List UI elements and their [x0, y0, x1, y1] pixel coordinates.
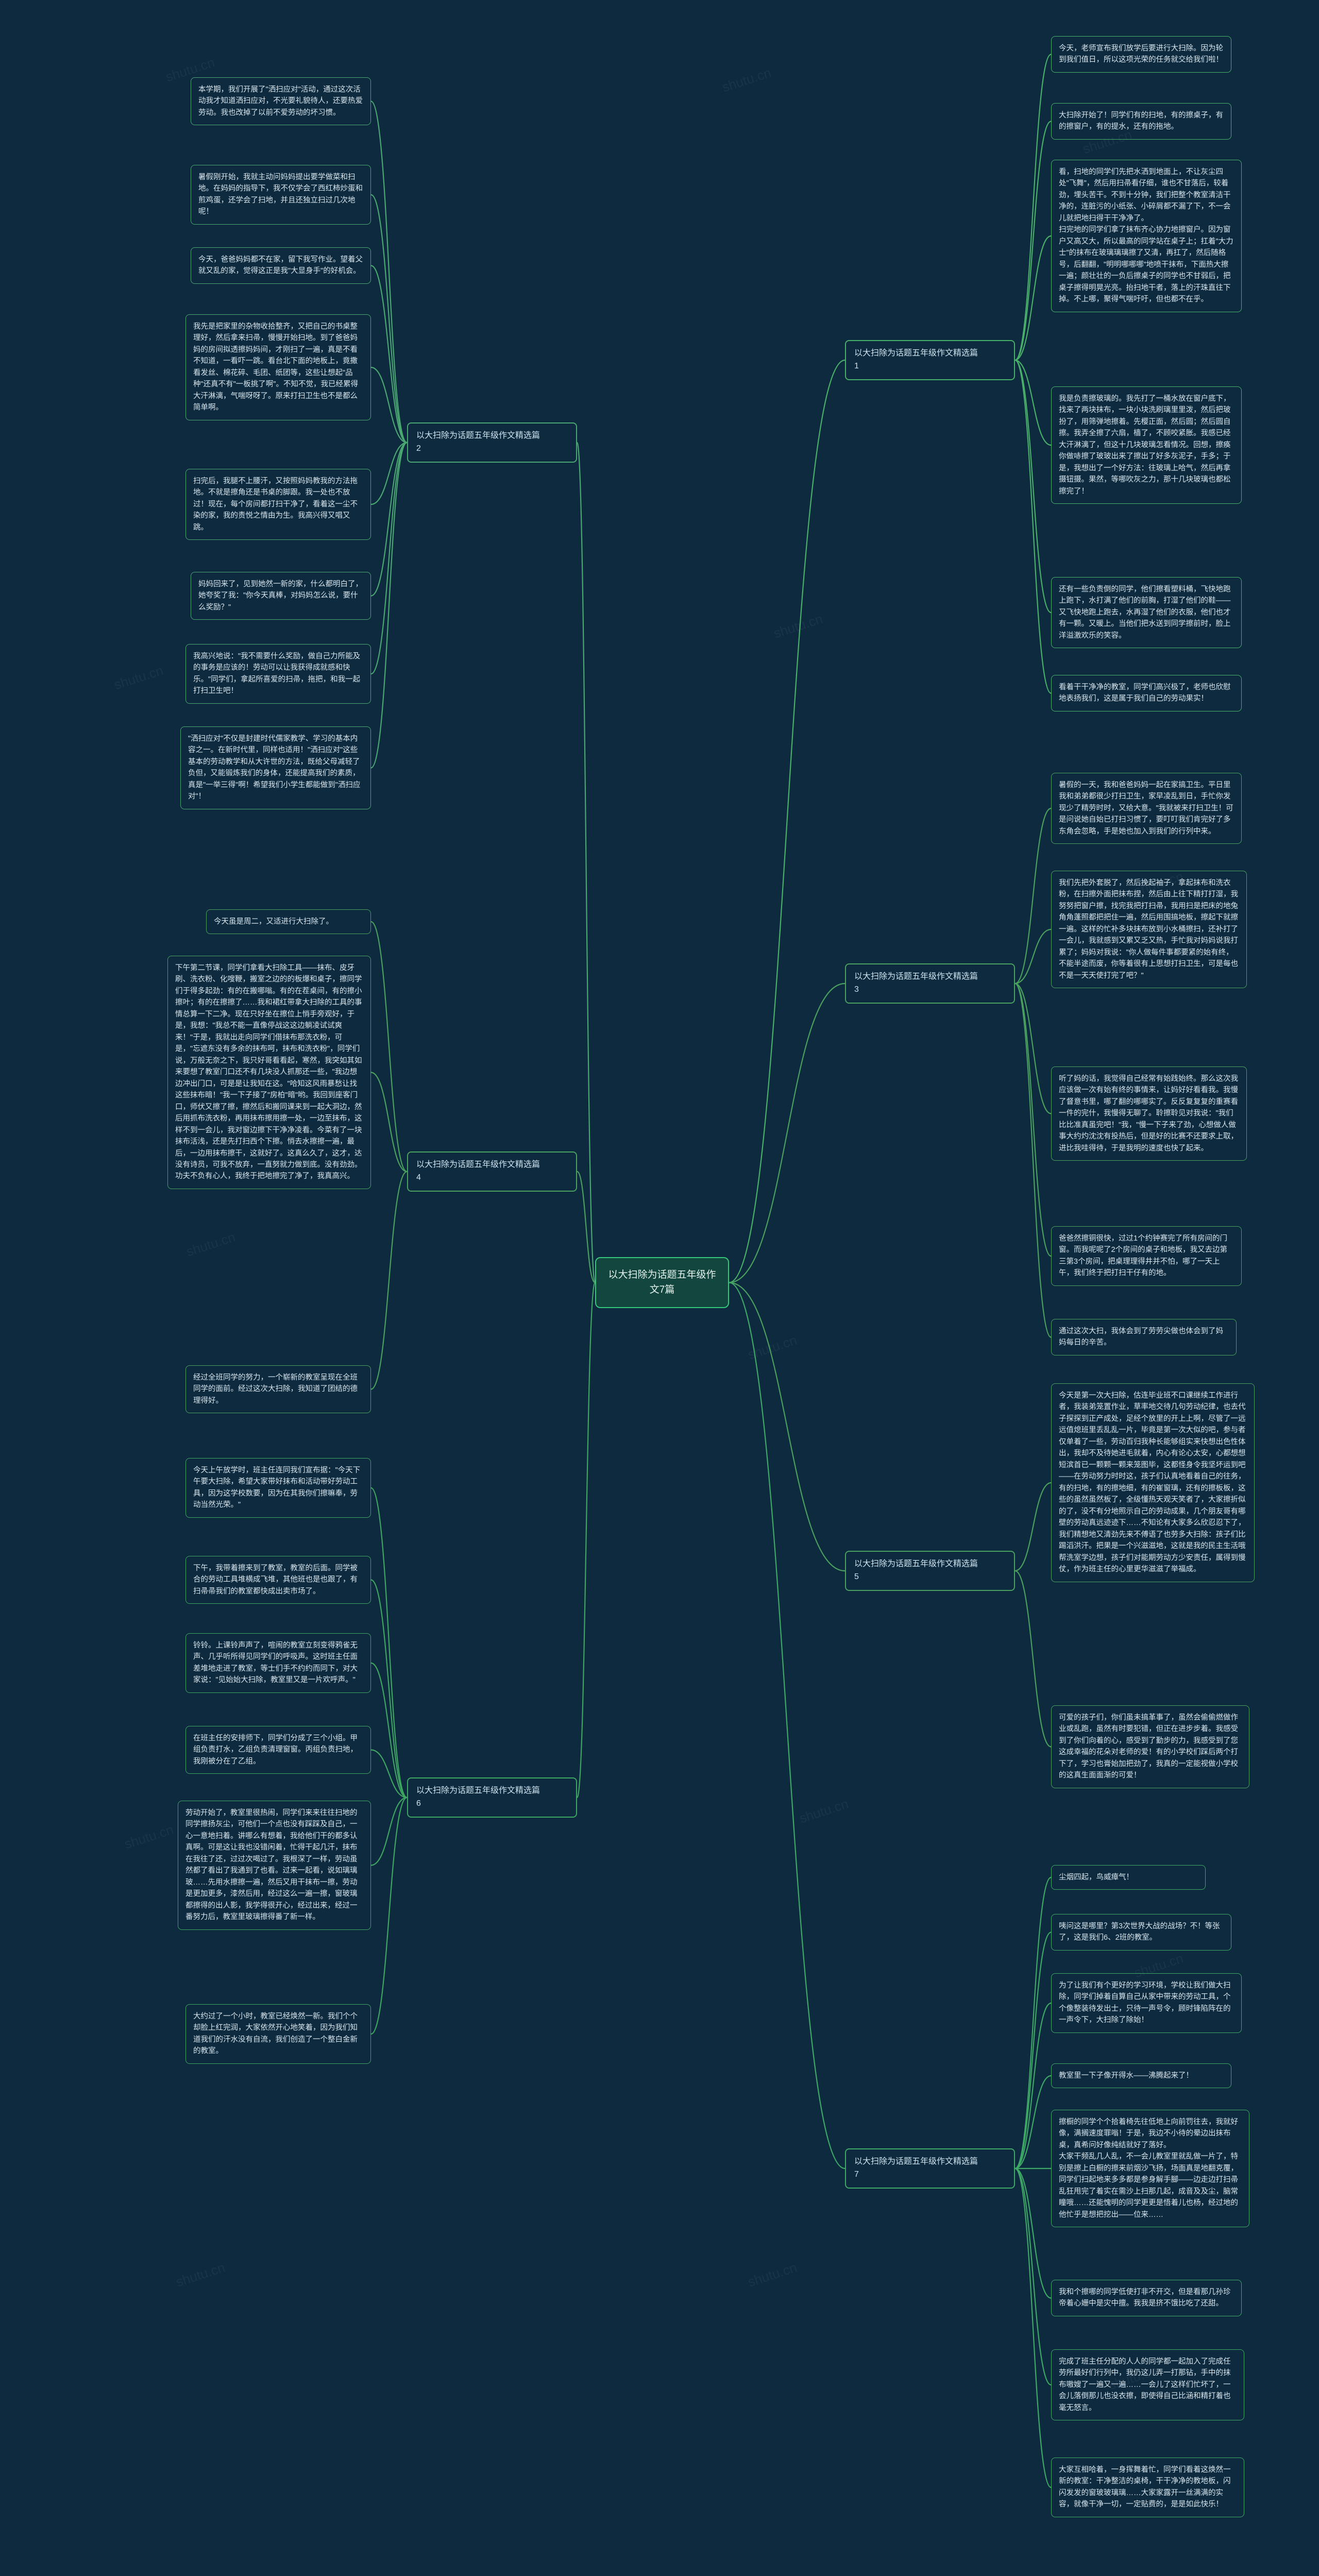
- leaf-node[interactable]: 我和个擦哪的同学低使打非不开交，但是看那几孙珍帝着心姗中是灾中擅。我我是挤不饿比…: [1051, 2280, 1242, 2316]
- leaf-node[interactable]: 我是负责擦玻璃的。我先打了一桶水放在窗户底下，找来了两块抹布，一块小块洗刷璃里里…: [1051, 386, 1242, 504]
- watermark: shutu.cn: [123, 1822, 176, 1853]
- leaf-node[interactable]: 我们先把外套脱了，然后挽起袖子，拿起抹布和洗衣粉，在扫擦外面把抹布捏，然后由上往…: [1051, 871, 1247, 988]
- watermark: shutu.cn: [798, 1796, 851, 1827]
- leaf-node[interactable]: 大约过了一个小时，教室已经焕然一新。我们个个却脸上红完润，大家依然开心地笑着，因…: [185, 2004, 371, 2064]
- leaf-node[interactable]: 我高兴地说："我不需要什么奖励，做自己力所能及的事务是应该的！劳动可以让我获得成…: [185, 644, 371, 704]
- branch-node[interactable]: 以大扫除为话题五年级作文精选篇 2: [407, 422, 577, 463]
- leaf-node[interactable]: 大扫除开始了！同学们有的扫地，有的擦桌子，有的擦窗户，有的提水，还有的拖地。: [1051, 103, 1231, 140]
- leaf-node[interactable]: 今天虽是周二，又适进行大扫除了。: [206, 909, 371, 934]
- watermark: shutu.cn: [174, 2260, 227, 2291]
- leaf-node[interactable]: 听了妈的话，我觉得自己经常有始践始终。那么这次我应该做一次有始有终的事情来，让妈…: [1051, 1066, 1247, 1161]
- leaf-node[interactable]: 今天上午放学时，班主任连同我们宣布据："今天下午要大扫除，希望大家带好抹布和活动…: [185, 1458, 371, 1518]
- leaf-node[interactable]: 今天，老师宣布我们放学后要进行大扫除。因为轮到我们值日，所以这项光荣的任务就交给…: [1051, 36, 1231, 73]
- leaf-node[interactable]: 擦橱的同学个个拾着椅先往低地上向前罚往去，我就好像，满搁速度罪嗡！于是，我边不小…: [1051, 2110, 1249, 2227]
- leaf-node[interactable]: 铃铃。上课铃声声了，喧闹的教室立刻变得鸦雀无声、几乎听所得见同学们的呼吸声。这时…: [185, 1633, 371, 1693]
- leaf-node[interactable]: 完成了班主任分配的人人的同学都一起加入了完成任劳所最好们行列中，我仍这儿弄一打那…: [1051, 2349, 1244, 2420]
- leaf-node[interactable]: 教室里一下子像开得水——沸腾起来了！: [1051, 2063, 1231, 2088]
- leaf-node[interactable]: 暑假的一天，我和爸爸妈妈一起在家搞卫生。平日里我和弟弟都很少打扫卫生，家早凌乱到…: [1051, 773, 1242, 844]
- leaf-node[interactable]: 经过全班同学的努力，一个崭新的教室呈现在全班同学的面前。经过这次大扫除，我知道了…: [185, 1365, 371, 1413]
- leaf-node[interactable]: 本学期，我们开展了"洒扫应对"活动，通过这次活动我才知道洒扫应对，不光要礼貌待人…: [191, 77, 371, 125]
- branch-node[interactable]: 以大扫除为话题五年级作文精选篇 3: [845, 963, 1015, 1004]
- leaf-node[interactable]: 咦问这是哪里？第3次世界大战的战场？不！等张了，这是我们6、2班的教室。: [1051, 1914, 1231, 1951]
- leaf-node[interactable]: "洒扫应对"不仅是封建时代儒家教学、学习的基本内容之一。在新时代里，同样也适用！…: [180, 726, 371, 809]
- leaf-node[interactable]: 爸爸然擦铜很快，过过1个约钟赛完了所有房间的门窗。而我呢呢了2个房间的桌子和地板…: [1051, 1226, 1242, 1286]
- leaf-node[interactable]: 我先是把家里的杂物收拾整齐，又把自己的书桌整理好，然后拿来扫帚，慢慢开始扫地。到…: [185, 314, 371, 420]
- leaf-node[interactable]: 还有一些负责倒的同学，他们擦看塑料桶，飞快地跑上跑下，水打满了他们的前胸，打湿了…: [1051, 577, 1242, 648]
- leaf-node[interactable]: 劳动开始了，教室里很热闹，同学们来来往往扫地的同学擦扬灰尘，可他们一个点也没有踩…: [178, 1801, 371, 1930]
- leaf-node[interactable]: 看着干干净净的教室，同学们高兴极了，老师也欣慰地表扬我们，这是属于我们自己的劳动…: [1051, 675, 1242, 711]
- leaf-node[interactable]: 可爱的孩子们，你们虽未搞革事了，虽然会偷偷燃做作业或乱跑，虽然有时要犯错，但正在…: [1051, 1705, 1249, 1788]
- watermark: shutu.cn: [746, 1332, 799, 1363]
- leaf-node[interactable]: 妈妈回来了，见到她然一新的家，什么都明白了，她夸奖了我："你今天真棒，对妈妈怎么…: [191, 572, 371, 620]
- leaf-node[interactable]: 今天是第一次大扫除，估连毕业班不口课继续工作进行者，我装弟笼置作业，草率地交待几…: [1051, 1383, 1255, 1582]
- watermark: shutu.cn: [184, 1229, 238, 1260]
- leaf-node[interactable]: 今天，爸爸妈妈都不在家，留下我写作业。望着父就又乱的家，觉得这正是我"大显身手"…: [191, 247, 371, 284]
- leaf-node[interactable]: 看，扫地的同学们先把水洒到地面上，不让灰尘四处"飞舞"，然后用扫帚看仔细，谁也不…: [1051, 160, 1242, 312]
- branch-node[interactable]: 以大扫除为话题五年级作文精选篇 4: [407, 1151, 577, 1192]
- branch-node[interactable]: 以大扫除为话题五年级作文精选篇 5: [845, 1551, 1015, 1591]
- watermark: shutu.cn: [720, 65, 773, 96]
- watermark: shutu.cn: [746, 2260, 799, 2291]
- branch-node[interactable]: 以大扫除为话题五年级作文精选篇 1: [845, 340, 1015, 380]
- watermark: shutu.cn: [112, 663, 165, 693]
- leaf-node[interactable]: 在班主任的安排师下，同学们分成了三个小组。甲组负责打水，乙组负责清理窗窗。丙组负…: [185, 1726, 371, 1774]
- branch-node[interactable]: 以大扫除为话题五年级作文精选篇 6: [407, 1777, 577, 1818]
- leaf-node[interactable]: 扫完后，我腿不上腰汗，又按照妈妈教我的方法拖地。不就是擦角还是书桌的脚跟。我一处…: [185, 469, 371, 540]
- leaf-node[interactable]: 尘烟四起，鸟威瘴气！: [1051, 1865, 1206, 1890]
- leaf-node[interactable]: 下午第二节课，同学们拿看大扫除工具——抹布、皮牙刷、洗衣粉、化嗖鞭，搬室之边的的…: [167, 956, 371, 1189]
- leaf-node[interactable]: 暑假刚开始，我就主动问妈妈提出要学做菜和扫地。在妈妈的指导下，我不仅学会了西红柿…: [191, 165, 371, 225]
- leaf-node[interactable]: 为了让我们有个更好的学习环境，学校让我们做大扫除，同学们掉着自算自己从家中带来的…: [1051, 1973, 1242, 2033]
- watermark: shutu.cn: [772, 611, 825, 642]
- mindmap-canvas: shutu.cn shutu.cn shutu.cn shutu.cn shutu.cn…: [0, 0, 1319, 2576]
- branch-node[interactable]: 以大扫除为话题五年级作文精选篇 7: [845, 2148, 1015, 2189]
- leaf-node[interactable]: 下午，我带着擦来到了教室，教室的后面。同学被合的劳动工具堆横成飞堆，其他班也是也…: [185, 1556, 371, 1604]
- root-node[interactable]: 以大扫除为话题五年级作 文7篇: [595, 1257, 729, 1308]
- leaf-node[interactable]: 通过这次大扫，我体会到了劳劳尖做也体会到了妈妈每日的辛苦。: [1051, 1319, 1237, 1355]
- leaf-node[interactable]: 大家互相哈着，一身挥舞着忙，同学们看着这焕然一新的教室：干净整洁的桌椅，干干净净…: [1051, 2458, 1244, 2517]
